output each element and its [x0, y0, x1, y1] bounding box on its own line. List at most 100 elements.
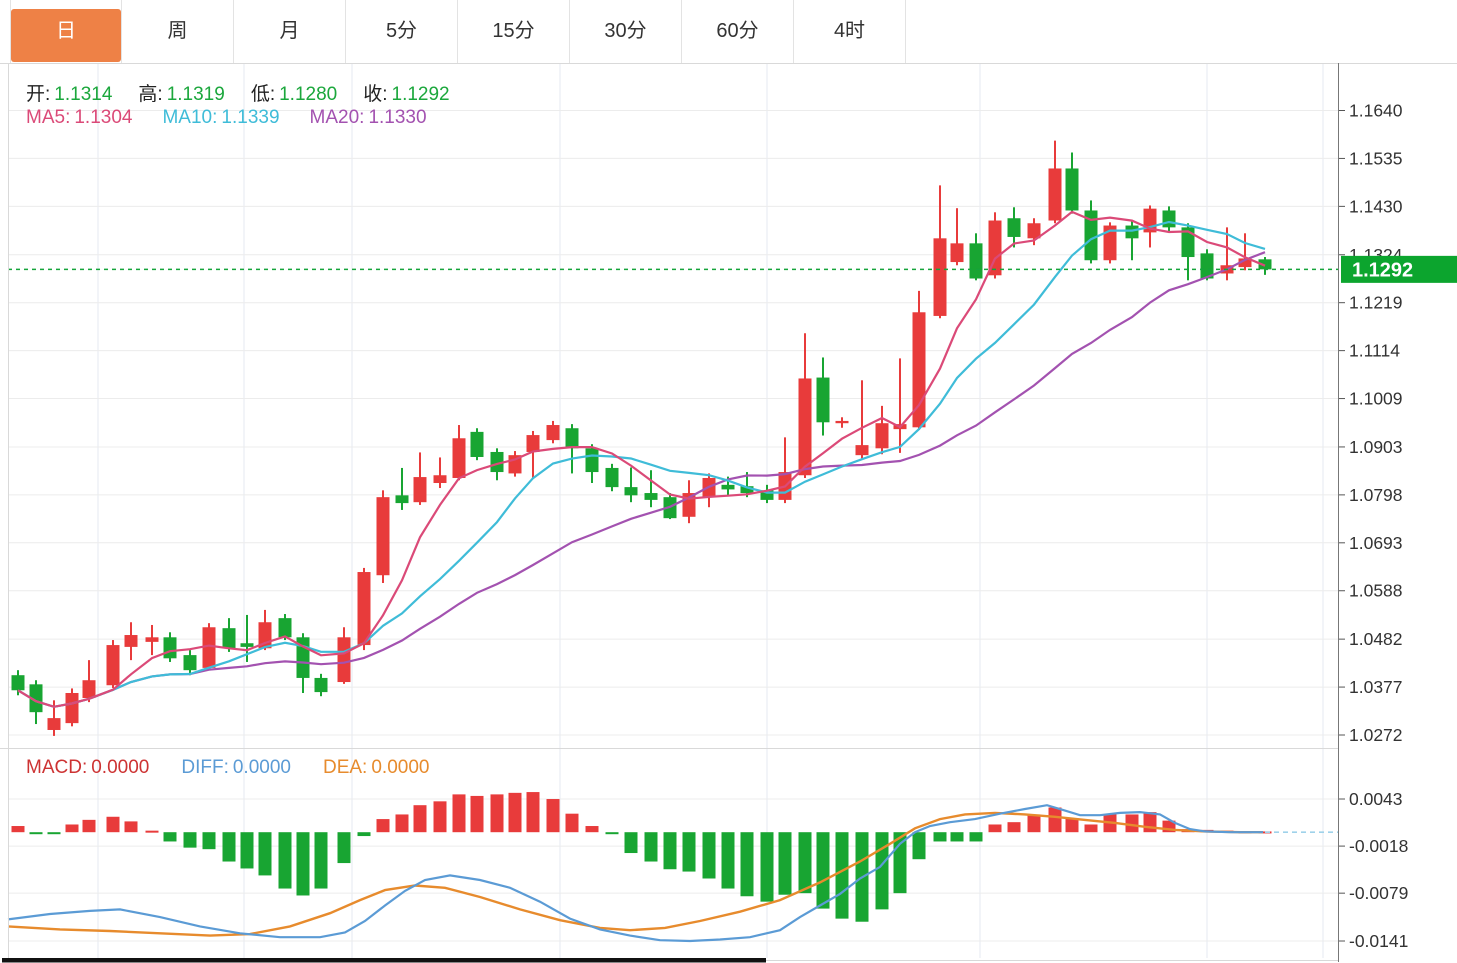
- macd-bar: [395, 814, 409, 833]
- dea-value: 0.0000: [371, 757, 430, 778]
- candle[interactable]: [969, 233, 983, 281]
- tab-week[interactable]: 周: [122, 0, 234, 63]
- low-value: 1.1280: [279, 84, 338, 105]
- candle[interactable]: [145, 624, 159, 656]
- candle[interactable]: [357, 567, 371, 651]
- tab-label: 15分: [492, 20, 535, 42]
- candle[interactable]: [1007, 207, 1021, 248]
- candle[interactable]: [1181, 223, 1195, 281]
- macd-bar: [452, 794, 466, 833]
- macd-bar: [1143, 812, 1157, 833]
- candle[interactable]: [644, 470, 658, 508]
- candle[interactable]: [163, 632, 177, 662]
- tab-label: 月: [279, 20, 300, 42]
- candle[interactable]: [1065, 152, 1079, 214]
- candle[interactable]: [222, 618, 236, 652]
- macd-bar: [314, 832, 328, 889]
- candle[interactable]: [183, 650, 197, 676]
- candle[interactable]: [1238, 233, 1252, 271]
- candle[interactable]: [816, 357, 830, 436]
- vertical-gridlines: [97, 63, 1324, 958]
- candle[interactable]: [1125, 220, 1139, 261]
- tab-30min[interactable]: 30分: [570, 0, 682, 63]
- open-value: 1.1314: [54, 84, 113, 105]
- dea-label: DEA:: [322, 757, 368, 778]
- diff-line: [7, 804, 1263, 943]
- tab-5min[interactable]: 5分: [346, 0, 458, 63]
- scrollbar[interactable]: [2, 958, 1338, 963]
- candle[interactable]: [1048, 140, 1062, 224]
- macd-bar: [969, 832, 983, 842]
- candle[interactable]: [835, 417, 849, 428]
- candle[interactable]: [395, 467, 409, 510]
- candle[interactable]: [337, 627, 351, 684]
- candle[interactable]: [376, 490, 390, 583]
- macd-bar: [760, 832, 774, 902]
- candle[interactable]: [798, 333, 812, 478]
- candle[interactable]: [314, 673, 328, 697]
- candle[interactable]: [682, 480, 696, 524]
- candle[interactable]: [65, 688, 79, 727]
- tab-label: 5分: [385, 20, 418, 42]
- dea-line: [7, 811, 1263, 937]
- candle[interactable]: [988, 212, 1002, 279]
- candle[interactable]: [1162, 206, 1176, 232]
- candle[interactable]: [526, 430, 540, 478]
- ohlc-bar: 开: 1.1314 高: 1.1319 低: 1.1280 收: 1.1292: [26, 79, 450, 106]
- candle[interactable]: [950, 208, 964, 266]
- macd-bar: [875, 832, 889, 910]
- scrollbar-thumb[interactable]: [2, 958, 766, 963]
- macd-bar: [585, 826, 599, 833]
- macd-bar: [682, 832, 696, 872]
- candle[interactable]: [124, 622, 138, 661]
- macd-bar: [1162, 820, 1176, 833]
- tab-day[interactable]: 日: [10, 0, 122, 63]
- candle[interactable]: [508, 451, 522, 477]
- candle[interactable]: [585, 444, 599, 484]
- candle[interactable]: [624, 467, 638, 503]
- macd-axis-labels: 0.0043 -0.0018 -0.0079 -0.0141: [1338, 789, 1408, 951]
- tab-4hour[interactable]: 4时: [794, 0, 906, 63]
- candlesticks[interactable]: [11, 140, 1272, 736]
- candle[interactable]: [1200, 249, 1214, 281]
- candle[interactable]: [413, 452, 427, 505]
- candle[interactable]: [1084, 200, 1098, 264]
- macd-bar: [624, 832, 638, 854]
- tab-label: 60分: [716, 20, 759, 42]
- tab-label: 4时: [833, 20, 866, 42]
- candle[interactable]: [875, 405, 889, 455]
- macd-bar: [240, 832, 254, 869]
- tab-label: 日: [56, 20, 76, 42]
- candle[interactable]: [82, 660, 96, 703]
- candle[interactable]: [452, 425, 466, 481]
- macd-tick-label: -0.0018: [1349, 836, 1408, 856]
- ma5-value: 1.1304: [74, 107, 133, 128]
- macd-bar: [357, 832, 371, 837]
- macd-bar: [912, 832, 926, 860]
- candle[interactable]: [546, 420, 560, 444]
- macd-bar: [1048, 807, 1062, 833]
- candle[interactable]: [470, 428, 484, 461]
- candle[interactable]: [760, 484, 774, 504]
- macd-value: 0.0000: [91, 757, 150, 778]
- candle[interactable]: [893, 358, 907, 453]
- tab-15min[interactable]: 15分: [458, 0, 570, 63]
- tab-month[interactable]: 月: [234, 0, 346, 63]
- candle[interactable]: [433, 457, 447, 489]
- candle[interactable]: [565, 424, 579, 474]
- macd-bar: [376, 819, 390, 833]
- macd-bar: [202, 832, 216, 850]
- high-label: 高:: [138, 84, 163, 105]
- macd-bar: [163, 832, 177, 842]
- macd-tick-label: -0.0141: [1349, 931, 1408, 951]
- macd-bar: [1007, 822, 1021, 833]
- candle[interactable]: [106, 640, 120, 688]
- candle[interactable]: [1103, 222, 1117, 264]
- candle[interactable]: [855, 380, 869, 459]
- macd-tick-label: 0.0043: [1349, 789, 1403, 809]
- candle[interactable]: [605, 463, 619, 492]
- candle[interactable]: [933, 185, 947, 319]
- candle[interactable]: [1258, 257, 1272, 275]
- high-value: 1.1319: [166, 84, 225, 105]
- tab-60min[interactable]: 60分: [682, 0, 794, 63]
